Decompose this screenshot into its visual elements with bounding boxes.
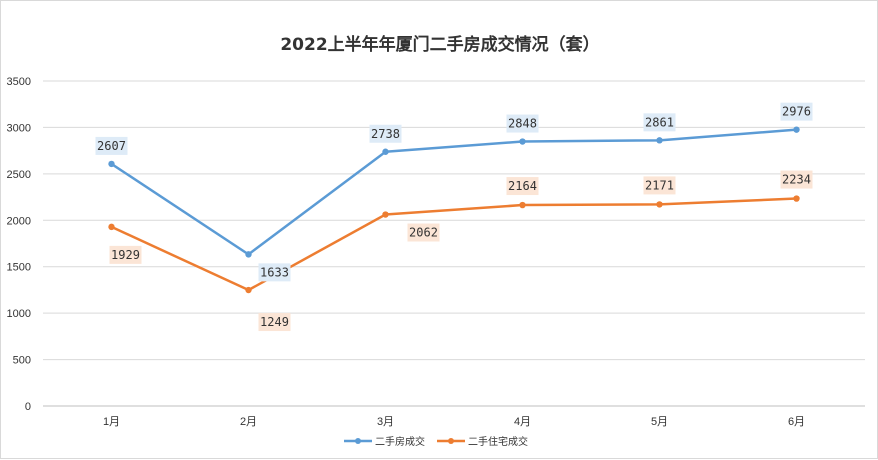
gridlines [43,80,865,407]
x-tick-label: 3月 [377,416,394,428]
data-point [793,195,800,202]
legend-marker [448,438,454,444]
data-label: 2738 [371,127,400,141]
data-label: 2861 [645,115,674,129]
y-tick-label: 2000 [7,215,31,227]
data-point [656,201,663,208]
y-tick-label: 1500 [7,262,31,274]
x-tick-label: 6月 [788,416,805,428]
data-label-bg [109,245,142,264]
data-label-bg [780,170,813,189]
series-group [108,126,800,294]
data-point [108,223,115,231]
data-label-bg [407,223,440,242]
data-label: 2607 [97,139,126,153]
data-point [519,138,526,145]
x-tick-label: 1月 [103,416,120,428]
data-point [382,211,389,218]
y-tick-label: 3000 [7,122,31,134]
data-label: 1929 [111,248,140,262]
legend-marker [355,438,361,444]
data-label: 2062 [409,226,438,240]
x-tick-label: 5月 [651,416,668,428]
data-label-bg [95,136,128,155]
data-label: 2234 [782,173,811,187]
legend: 二手房成交 二手住宅成交 [344,435,528,448]
data-label: 1633 [260,265,289,279]
chart-title: 2022上半年年厦门二手房成交情况（套） [280,34,599,55]
data-labels: 2607 1633 2738 2848 2861 2976 1929 1249 2062 2164… [95,102,813,332]
data-label: 2164 [508,179,537,193]
data-point [108,160,115,168]
data-point [245,251,252,258]
y-axis-ticks: 0 500 1000 1500 2000 2500 3000 3500 [7,76,31,413]
data-point [793,126,800,133]
data-point [382,148,389,155]
x-tick-label: 2月 [240,416,257,428]
y-tick-label: 0 [25,401,31,413]
data-label: 1249 [260,315,289,329]
legend-label: 二手房成交 [375,435,425,448]
series-line [110,128,798,256]
legend-label: 二手住宅成交 [468,435,528,448]
data-point [245,286,252,294]
data-label: 2171 [645,178,674,192]
data-label-bg [643,176,676,195]
data-label-bg [506,114,539,133]
x-axis-ticks: 1月 2月 3月 4月 5月 6月 [103,416,805,428]
data-label: 2848 [508,117,537,131]
y-tick-label: 1000 [7,308,31,320]
data-label-bg [258,313,291,332]
series-line [110,197,798,292]
data-label: 2976 [782,105,811,119]
data-label-bg [780,102,813,121]
data-label-bg [258,263,291,282]
y-tick-label: 2500 [7,169,31,181]
data-label-bg [506,177,539,196]
x-tick-label: 4月 [514,416,531,428]
y-tick-label: 500 [13,355,31,367]
data-label-bg [369,124,402,143]
y-tick-label: 3500 [7,76,31,88]
data-label-bg [643,113,676,132]
data-point [656,137,663,144]
data-point [519,201,526,209]
